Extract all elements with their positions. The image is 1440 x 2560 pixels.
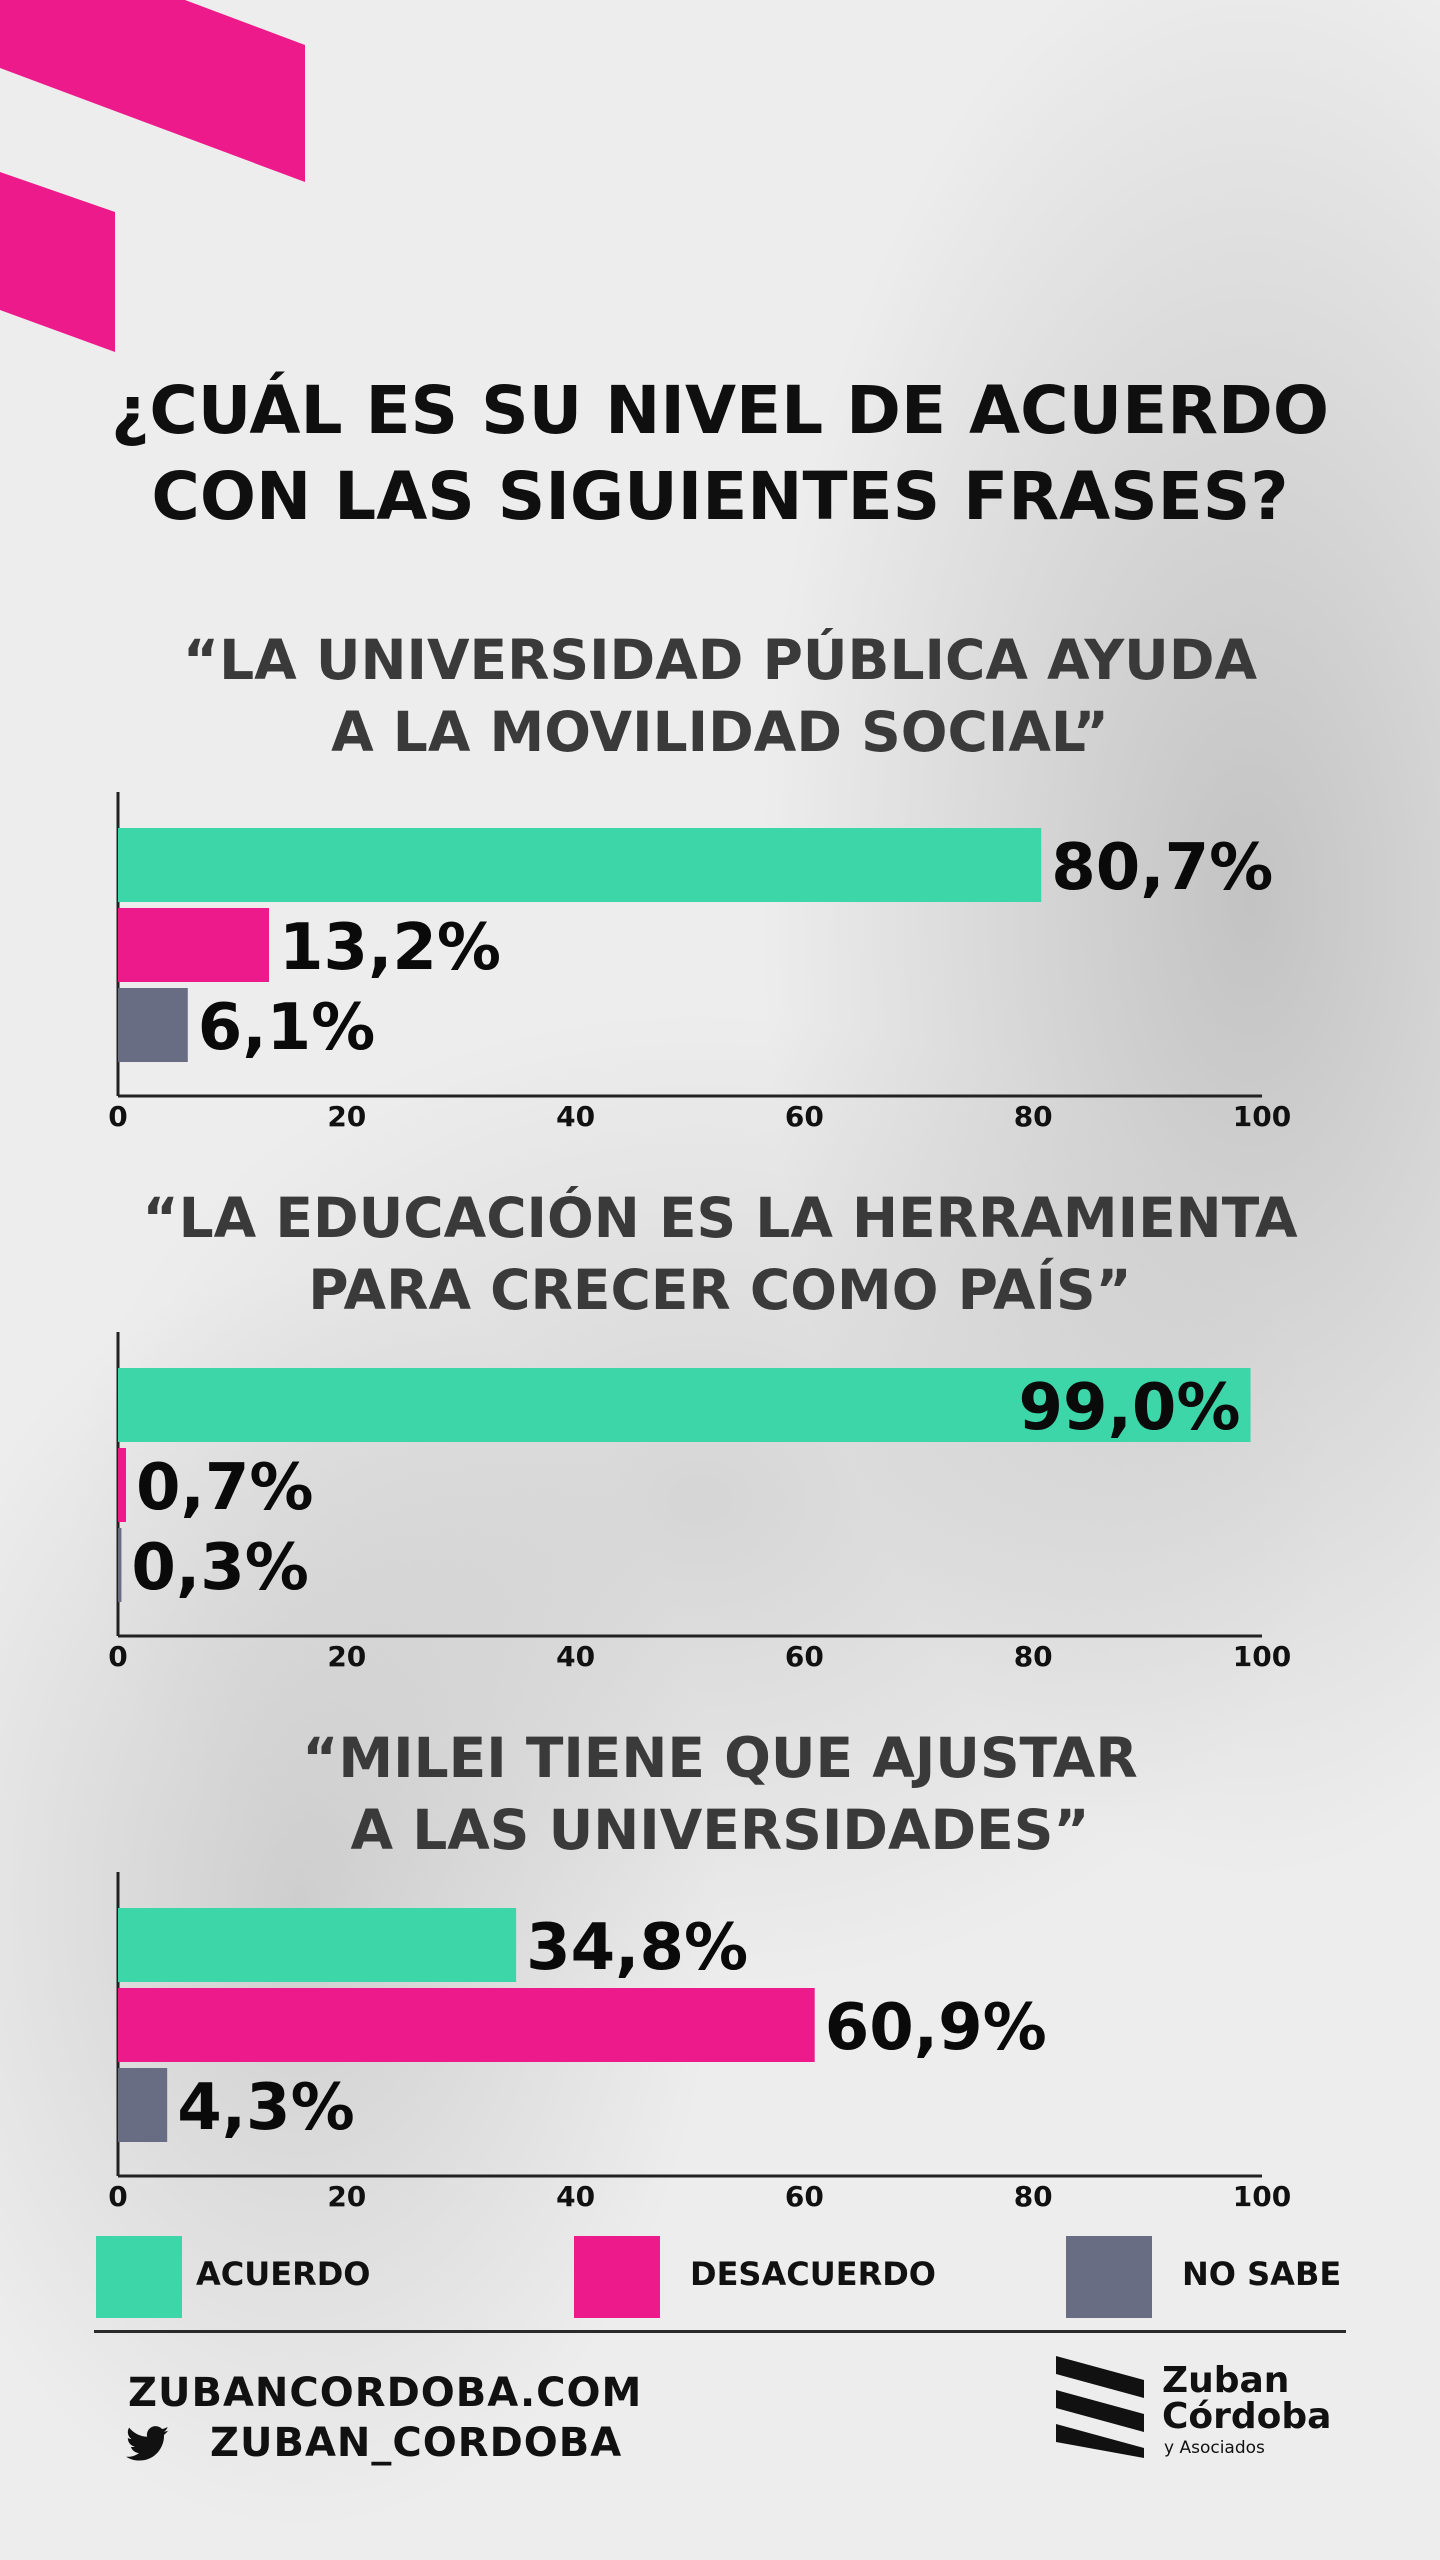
bar-no-sabe	[118, 988, 188, 1062]
x-tick-label: 80	[1014, 2180, 1053, 2213]
bar-desacuerdo	[118, 1988, 815, 2062]
x-tick-label: 20	[327, 2180, 366, 2213]
chart-2-title-line-2: PARA CRECER COMO PAÍS”	[308, 1258, 1132, 1322]
x-tick-label: 20	[327, 1640, 366, 1673]
legend-swatch-desacuerdo	[574, 2236, 660, 2318]
chart-1-title-line-1: “LA UNIVERSIDAD PÚBLICA AYUDA	[182, 628, 1258, 692]
zuban-cordoba-logo: Zuban Córdoba y Asociados	[1052, 2354, 1352, 2464]
value-label-desacuerdo: 0,7%	[136, 1451, 314, 1525]
chart-3-bar-chart: 34,8% 60,9% 4,3%	[116, 1872, 1262, 2178]
bar-acuerdo	[118, 1368, 1251, 1442]
footer-divider	[94, 2330, 1346, 2333]
main-title-line-1: ¿CUÁL ES SU NIVEL DE ACUERDO	[111, 372, 1329, 449]
x-tick-label: 60	[785, 1100, 824, 1133]
value-label-no-sabe: 4,3%	[177, 2071, 355, 2145]
x-tick-label: 80	[1014, 1100, 1053, 1133]
chart-1-title: “LA UNIVERSIDAD PÚBLICA AYUDA A LA MOVIL…	[0, 624, 1440, 768]
chart-3-title-line-2: A LAS UNIVERSIDADES”	[350, 1798, 1090, 1862]
chart-3-title: “MILEI TIENE QUE AJUSTAR A LAS UNIVERSID…	[0, 1722, 1440, 1866]
logo-mark-icon	[1056, 2356, 1144, 2458]
chart-3-title-line-1: “MILEI TIENE QUE AJUSTAR	[302, 1726, 1138, 1790]
value-label-desacuerdo: 60,9%	[825, 1991, 1047, 2065]
legend-swatch-acuerdo	[96, 2236, 182, 2318]
chart-1-x-axis: 0 20 40 60 80 100	[108, 1100, 1291, 1133]
legend-label-acuerdo: ACUERDO	[196, 2255, 371, 2293]
x-tick-label: 40	[556, 1100, 595, 1133]
value-label-acuerdo: 99,0%	[1019, 1371, 1241, 1445]
twitter-bird-icon	[126, 2426, 169, 2461]
x-tick-label: 60	[785, 2180, 824, 2213]
chart-2-title: “LA EDUCACIÓN ES LA HERRAMIENTA PARA CRE…	[0, 1182, 1440, 1326]
x-tick-label: 60	[785, 1640, 824, 1673]
legend-swatch-no-sabe	[1066, 2236, 1152, 2318]
x-tick-label: 100	[1233, 1640, 1291, 1673]
x-tick-label: 20	[327, 1100, 366, 1133]
bar-desacuerdo	[118, 908, 270, 982]
value-label-no-sabe: 0,3%	[131, 1531, 309, 1605]
main-title: ¿CUÁL ES SU NIVEL DE ACUERDO CON LAS SIG…	[0, 368, 1440, 540]
chart-2-title-line-1: “LA EDUCACIÓN ES LA HERRAMIENTA	[142, 1186, 1298, 1250]
x-tick-label: 80	[1014, 1640, 1053, 1673]
bar-no-sabe	[118, 1528, 122, 1602]
chart-2-x-axis: 0 20 40 60 80 100	[108, 1640, 1291, 1673]
logo-text-line-3: y Asociados	[1164, 2438, 1265, 2458]
x-tick-label: 0	[108, 1640, 127, 1673]
bar-acuerdo	[118, 828, 1042, 902]
x-tick-label: 0	[108, 1100, 127, 1133]
twitter-handle-link[interactable]: ZUBAN_CORDOBA	[210, 2420, 623, 2466]
value-label-no-sabe: 6,1%	[198, 991, 376, 1065]
logo-text-line-2: Córdoba	[1162, 2396, 1332, 2437]
chart-1-title-line-2: A LA MOVILIDAD SOCIAL”	[331, 700, 1109, 764]
chart-1-bar-chart: 80,7% 13,2%6,1%	[116, 792, 1273, 1098]
bar-no-sabe	[118, 2068, 168, 2142]
value-label-acuerdo: 34,8%	[526, 1911, 748, 1985]
logo-text-line-1: Zuban	[1162, 2360, 1290, 2401]
chart-2-bar-chart: 99,0% 0,7%0,3%	[116, 1332, 1262, 1638]
x-tick-label: 40	[556, 1640, 595, 1673]
pink-accent-shapes	[0, 0, 305, 352]
bar-acuerdo	[118, 1908, 517, 1982]
website-link[interactable]: ZUBANCORDOBA.COM	[128, 2370, 643, 2416]
value-label-acuerdo: 80,7%	[1051, 831, 1273, 905]
x-tick-label: 100	[1233, 1100, 1291, 1133]
x-tick-label: 40	[556, 2180, 595, 2213]
bar-desacuerdo	[118, 1448, 127, 1522]
chart-3-x-axis: 0 20 40 60 80 100	[108, 2180, 1291, 2213]
main-title-line-2: CON LAS SIGUIENTES FRASES?	[151, 458, 1289, 535]
x-tick-label: 100	[1233, 2180, 1291, 2213]
value-label-desacuerdo: 13,2%	[279, 911, 501, 985]
legend-label-no-sabe: NO SABE	[1182, 2255, 1342, 2293]
legend-label-desacuerdo: DESACUERDO	[690, 2255, 936, 2293]
x-tick-label: 0	[108, 2180, 127, 2213]
